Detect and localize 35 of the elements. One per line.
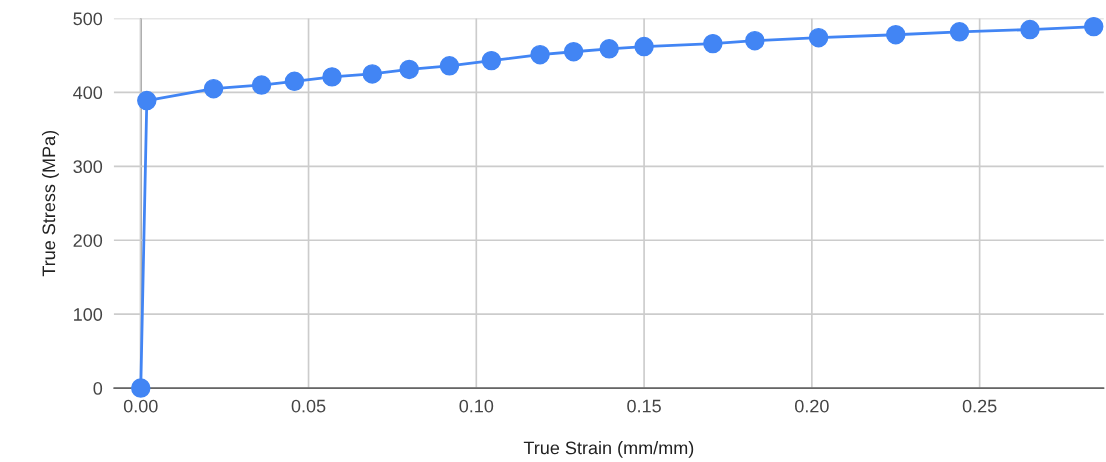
point: [362, 64, 383, 84]
y-tick-label: 100: [74, 308, 103, 321]
point: [886, 25, 906, 45]
point: [322, 67, 342, 87]
y-tick-label: 300: [73, 160, 103, 174]
point: [599, 39, 619, 59]
point: [563, 42, 584, 62]
point: [949, 22, 970, 42]
x-axis-title: True Strain (mm/mm): [523, 441, 694, 458]
x-tick-label: 0.05: [291, 399, 326, 413]
x-tick-label: 0.00: [123, 399, 158, 413]
point: [137, 90, 157, 111]
y-tick-label: 200: [73, 234, 103, 247]
point: [251, 75, 272, 95]
x-tick-label: 0.15: [627, 399, 661, 413]
point: [1083, 16, 1104, 37]
point: [399, 59, 419, 80]
point: [1020, 19, 1040, 40]
y-axis-title: True Stress (MPa): [41, 131, 59, 277]
x-tick-label: 0.20: [795, 399, 829, 413]
y-tick-label: 400: [73, 86, 103, 100]
point: [439, 56, 460, 76]
point: [530, 44, 550, 65]
x-tick-label: 0.10: [459, 399, 494, 413]
point: [808, 27, 829, 48]
y-tick-label: 0: [93, 382, 103, 395]
point: [634, 36, 654, 57]
point: [745, 30, 765, 51]
point: [703, 33, 723, 54]
point: [284, 71, 305, 92]
y-tick-label: 500: [73, 12, 103, 26]
point: [481, 50, 502, 71]
x-tick-label: 0.25: [962, 399, 997, 413]
point: [131, 378, 151, 398]
point: [203, 78, 224, 99]
